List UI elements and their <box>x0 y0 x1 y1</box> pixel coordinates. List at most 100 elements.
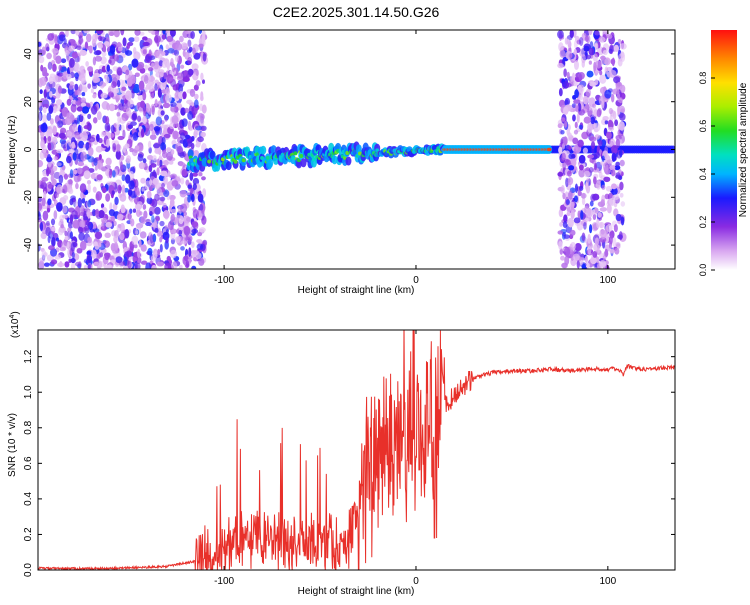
noise-pixel <box>105 157 112 166</box>
noise-pixel <box>111 81 117 89</box>
noise-pixel <box>165 86 170 96</box>
noise-pixel <box>172 130 179 140</box>
noise-pixel <box>183 225 191 236</box>
noise-pixel <box>570 75 574 82</box>
noise-pixel <box>602 49 608 56</box>
noise-pixel <box>200 125 207 131</box>
noise-pixel <box>602 115 609 121</box>
noise-pixel <box>115 97 119 103</box>
noise-pixel <box>149 134 157 140</box>
noise-pixel <box>79 204 85 214</box>
noise-pixel <box>194 99 199 109</box>
noise-pixel <box>100 131 106 138</box>
noise-pixel <box>154 193 160 202</box>
noise-pixel <box>139 231 147 239</box>
noise-pixel <box>599 70 603 76</box>
noise-pixel <box>70 258 76 264</box>
noise-pixel <box>177 72 184 79</box>
noise-pixel <box>116 213 124 221</box>
noise-pixel <box>96 111 102 121</box>
noise-pixel <box>58 64 63 71</box>
noise-pixel <box>169 198 175 208</box>
noise-pixel <box>558 146 563 154</box>
noise-pixel <box>609 138 616 147</box>
noise-pixel <box>55 162 62 167</box>
noise-pixel <box>86 179 92 185</box>
signal-pixel <box>300 158 307 168</box>
noise-pixel <box>120 206 126 214</box>
noise-pixel <box>180 240 188 245</box>
spectrogram-image <box>38 30 675 269</box>
noise-pixel <box>599 260 607 268</box>
noise-pixel <box>619 148 623 158</box>
signal-pixel <box>260 145 267 155</box>
noise-pixel <box>187 56 193 65</box>
noise-pixel <box>600 56 606 65</box>
noise-pixel <box>87 146 94 157</box>
colorbar-tick-label: 0.8 <box>698 72 708 85</box>
noise-pixel <box>133 36 140 43</box>
noise-pixel <box>168 194 176 201</box>
noise-pixel <box>38 260 45 269</box>
noise-pixel <box>162 202 167 208</box>
noise-pixel <box>58 34 66 42</box>
noise-pixel <box>142 106 147 117</box>
noise-pixel <box>608 240 613 249</box>
noise-pixel <box>609 70 617 79</box>
noise-pixel <box>560 185 565 194</box>
noise-pixel <box>191 241 195 248</box>
noise-pixel <box>579 164 584 171</box>
noise-pixel <box>42 114 47 124</box>
noise-pixel <box>557 230 564 235</box>
noise-pixel <box>590 141 596 150</box>
spectrogram-y-tick-label: 40 <box>23 48 34 60</box>
noise-pixel <box>49 118 54 125</box>
noise-pixel <box>144 64 149 71</box>
noise-pixel <box>87 183 91 194</box>
noise-pixel <box>87 83 92 89</box>
noise-pixel <box>563 247 571 257</box>
noise-pixel <box>95 145 103 153</box>
noise-pixel <box>619 159 625 167</box>
spectrogram-ylabel: Frequency (Hz) <box>7 116 18 185</box>
noise-pixel <box>75 100 81 106</box>
noise-pixel <box>88 45 93 54</box>
noise-pixel <box>564 255 570 266</box>
snr-xlabel: Height of straight line (km) <box>298 586 415 597</box>
noise-pixel <box>94 32 98 40</box>
noise-pixel <box>585 54 592 60</box>
noise-pixel <box>85 220 91 227</box>
noise-pixel <box>81 106 90 114</box>
noise-pixel <box>113 235 118 243</box>
noise-pixel <box>135 186 140 196</box>
noise-pixel <box>69 198 74 206</box>
noise-pixel <box>91 249 97 259</box>
noise-pixel <box>577 190 582 197</box>
noise-pixel <box>193 93 199 100</box>
snr-x-tick-label: 100 <box>600 576 617 587</box>
signal-core-pixel <box>299 153 304 158</box>
noise-pixel <box>56 149 64 154</box>
colorbar-tick-label: 0.2 <box>698 216 708 229</box>
noise-pixel <box>101 219 105 229</box>
noise-pixel <box>111 73 117 79</box>
noise-pixel <box>65 30 69 38</box>
signal-core-pixel <box>233 159 238 164</box>
noise-pixel <box>151 92 155 99</box>
noise-pixel <box>179 35 184 43</box>
noise-pixel <box>80 97 87 104</box>
noise-pixel <box>88 168 95 173</box>
noise-pixel <box>81 197 86 204</box>
noise-pixel <box>52 125 57 135</box>
noise-pixel <box>133 244 138 249</box>
noise-pixel <box>157 248 161 256</box>
noise-pixel <box>127 99 134 108</box>
noise-pixel <box>589 136 597 142</box>
noise-pixel <box>603 57 611 66</box>
noise-pixel <box>103 264 111 269</box>
noise-pixel <box>191 63 199 71</box>
noise-pixel <box>560 129 565 135</box>
noise-pixel <box>80 219 86 228</box>
noise-pixel <box>86 209 91 219</box>
